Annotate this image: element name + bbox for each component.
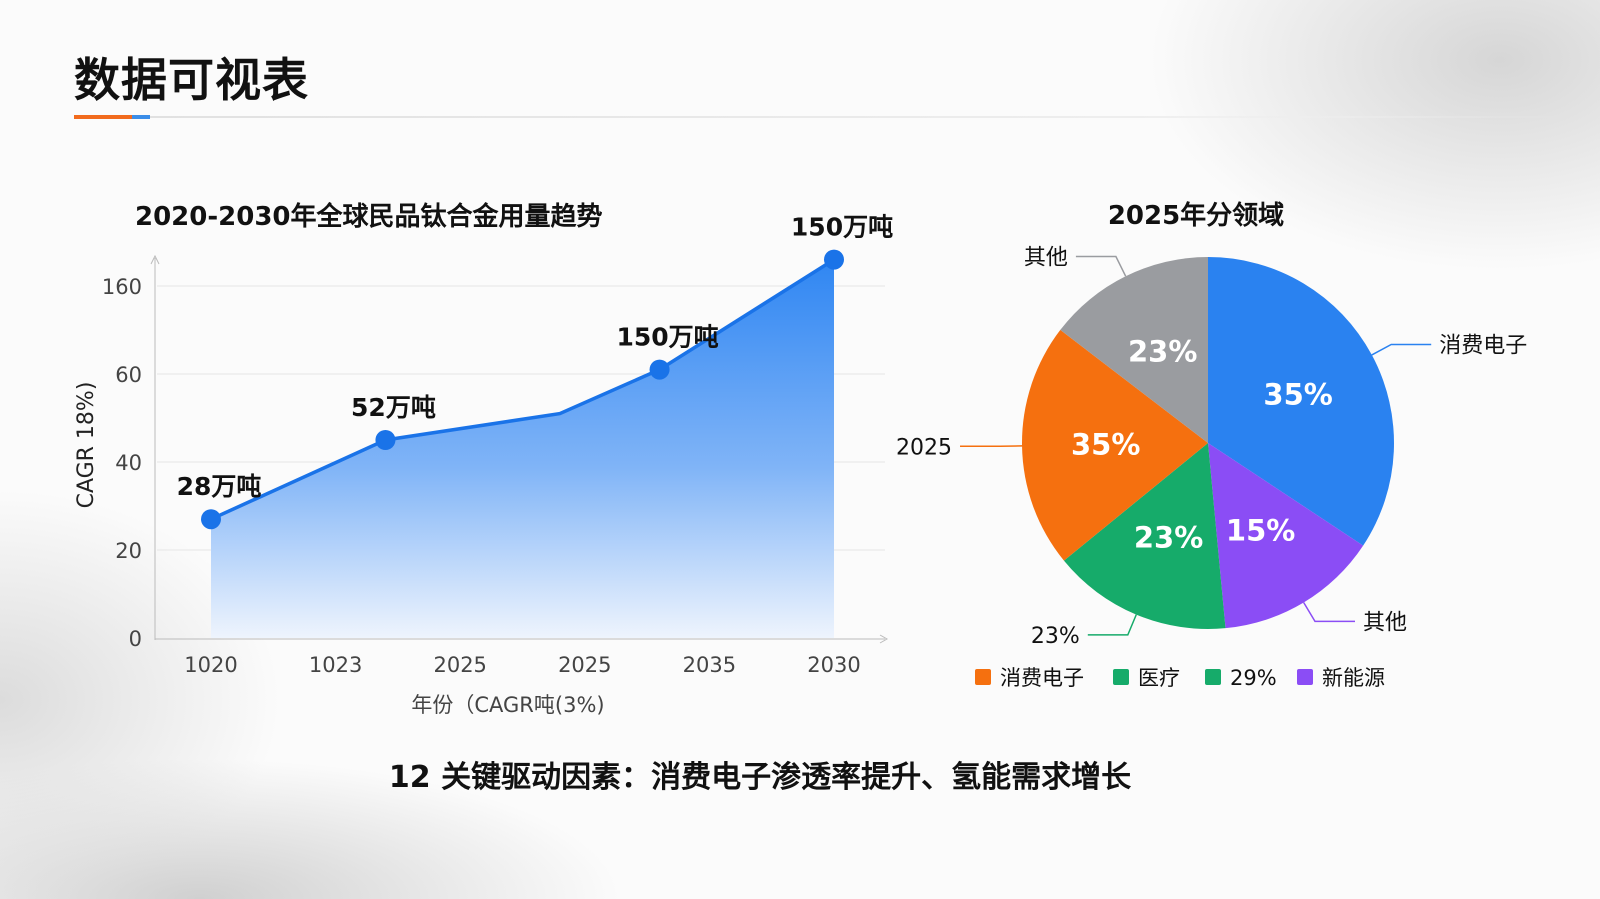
y-tick-label: 60 — [115, 363, 142, 387]
x-tick-label: 2025 — [558, 653, 611, 677]
data-point — [824, 249, 844, 270]
series-line — [210, 258, 835, 521]
x-tick-label: 2035 — [683, 653, 736, 677]
data-point — [375, 430, 396, 450]
x-tick-label: 2030 — [807, 653, 860, 677]
y-axis-title: CAGR 18%) — [74, 382, 99, 509]
legend-swatch — [1113, 669, 1129, 685]
y-tick-label: 160 — [102, 275, 142, 299]
data-label: 28万吨 — [177, 472, 262, 501]
pie-slice — [1060, 257, 1208, 443]
data-point — [649, 359, 670, 380]
legend-label: 医疗 — [1138, 666, 1180, 690]
legend-label: 29% — [1230, 666, 1277, 690]
data-label: 150万吨 — [791, 213, 893, 242]
slice-label: 35% — [1263, 378, 1332, 412]
slice-label: 15% — [1226, 514, 1295, 548]
line-chart-title: 2020-2030年全球民品钛合金用量趋势 — [135, 201, 603, 232]
pie-slice — [1208, 443, 1364, 629]
y-tick-label: 0 — [129, 627, 142, 651]
legend-swatch — [1297, 669, 1313, 685]
pie-slice — [1021, 329, 1208, 561]
legend-label: 新能源 — [1322, 666, 1385, 690]
footer-key-drivers: 12 关键驱动因素：消费电子渗透率提升、氢能需求增长 — [388, 760, 1132, 795]
callout-label: 2025 — [896, 435, 952, 460]
callout-line — [1087, 614, 1137, 636]
x-tick-label: 2025 — [433, 653, 486, 677]
callout-label: 其他 — [1024, 245, 1068, 270]
x-tick-label: 1020 — [184, 653, 237, 677]
pie-chart-title: 2025年分领域 — [1108, 200, 1284, 231]
x-axis-title: 年份（CAGR吨(3%) — [411, 693, 604, 717]
legend-swatch — [975, 669, 991, 685]
legend-label: 消费电子 — [1000, 666, 1084, 690]
callout-line — [1371, 343, 1432, 356]
x-tick-label: 1023 — [309, 653, 362, 677]
pie-slice — [1063, 443, 1226, 629]
line-chart: 2020-2030年全球民品钛合金用量趋势 0 20 40 60 160 1020 1023 2… — [74, 201, 893, 717]
data-label: 150万吨 — [616, 323, 718, 352]
pie-slice — [1208, 257, 1394, 546]
callout-label: 23% — [1031, 624, 1080, 649]
area-fill — [211, 259, 834, 638]
slice-label: 23% — [1128, 334, 1197, 368]
data-point — [201, 509, 221, 530]
title-accent-orange — [74, 115, 132, 119]
legend-swatch — [1205, 669, 1221, 685]
callout-label: 其他 — [1363, 610, 1407, 635]
callout-label: 消费电子 — [1439, 334, 1527, 359]
callout-line — [1303, 602, 1356, 623]
y-axis-arrow — [150, 254, 160, 265]
title-divider — [74, 116, 1574, 118]
slice-label: 35% — [1071, 428, 1140, 462]
pie-chart: 2025年分领域35%消费电子15%其他23%23%35%202523%其他消费… — [896, 200, 1527, 690]
y-tick-label: 20 — [115, 539, 142, 563]
data-label: 52万吨 — [351, 393, 436, 422]
slice-label: 23% — [1134, 520, 1203, 554]
callout-line — [1075, 255, 1127, 277]
title-accent-blue — [132, 115, 150, 119]
y-tick-label: 40 — [115, 451, 142, 475]
page-title: 数据可视表 — [74, 53, 309, 107]
x-axis-arrow — [879, 634, 889, 644]
